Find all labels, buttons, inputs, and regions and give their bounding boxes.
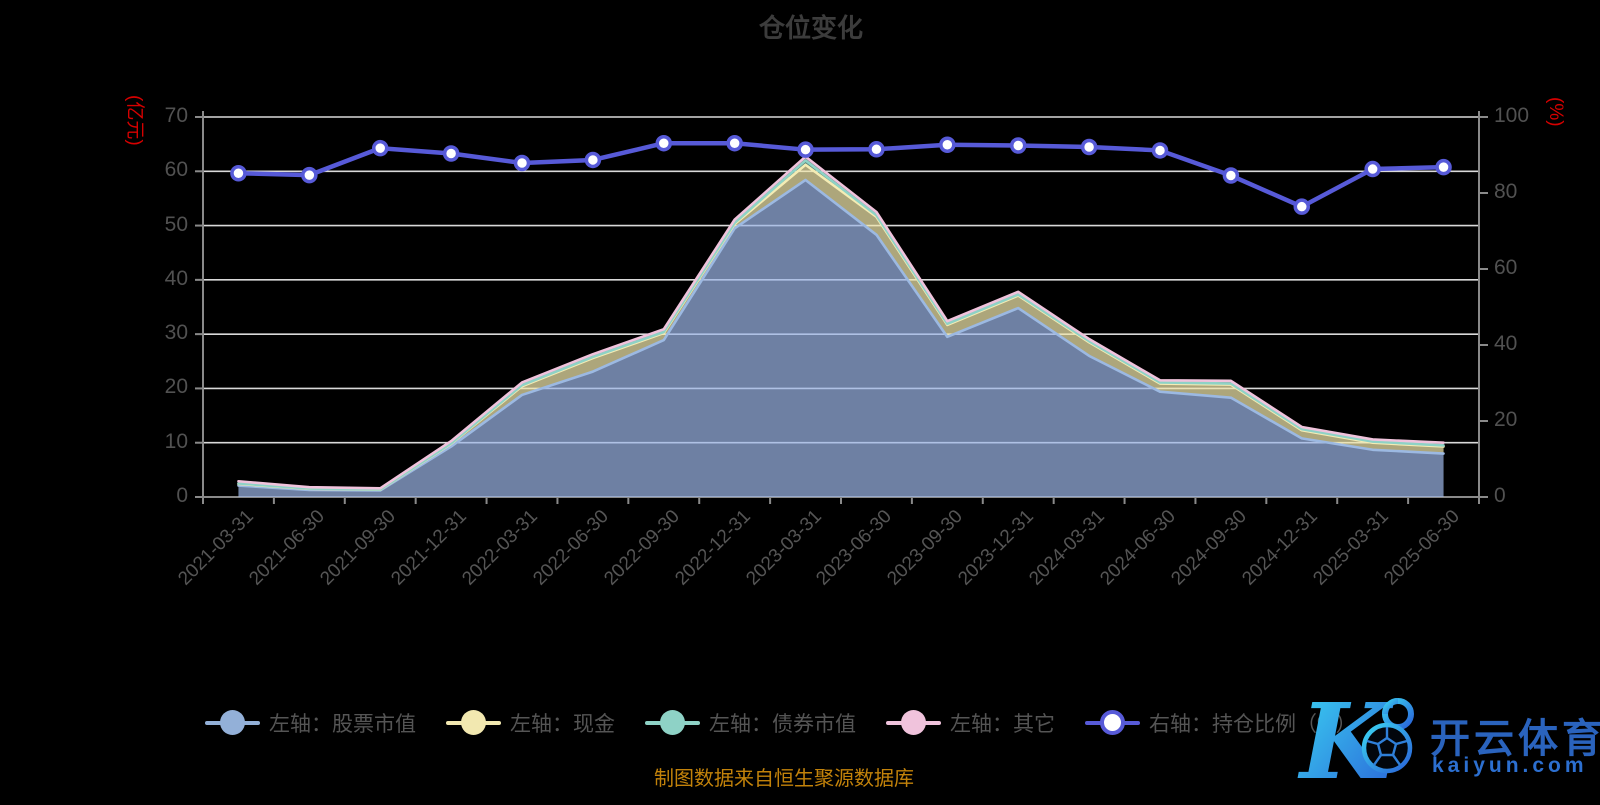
left-axis-tick: 10	[164, 429, 188, 453]
legend-marker-icon	[886, 710, 941, 736]
legend-item-4[interactable]: 左轴：其它	[886, 708, 1055, 738]
legend-label: 左轴：其它	[950, 713, 1055, 736]
right-axis-tick: 80	[1494, 180, 1518, 203]
left-axis-tick: 0	[176, 484, 188, 507]
legend-marker-icon	[1085, 710, 1140, 736]
right-axis-tick: 60	[1494, 256, 1518, 279]
legend-item-2[interactable]: 左轴：现金	[446, 708, 615, 738]
left-axis-tick: 50	[164, 212, 188, 236]
ratio-data-point	[939, 136, 956, 153]
legend-label: 右轴：持仓比例（%）	[1149, 713, 1357, 736]
kaiyun-logo-icon: K	[1297, 680, 1414, 803]
left-axis-tick: 60	[164, 158, 188, 182]
chart-title: 仓位变化	[758, 13, 864, 43]
ratio-data-point	[1435, 158, 1452, 176]
ratio-data-point	[301, 166, 318, 184]
right-axis-tick: 100	[1494, 104, 1530, 127]
ratio-data-point	[230, 164, 247, 182]
left-axis-tick: 20	[164, 375, 188, 399]
ratio-data-point	[513, 154, 531, 172]
ratio-data-point	[371, 139, 389, 157]
left-axis-tick: 40	[164, 266, 188, 290]
ratio-data-point	[1364, 160, 1381, 178]
ratio-data-point	[797, 141, 814, 158]
ratio-data-point	[1222, 167, 1240, 184]
ratio-data-point	[1009, 137, 1027, 154]
ratio-data-point	[726, 134, 743, 152]
legend: 左轴：股票市值 左轴：现金 左轴：债券市值 左轴：其它 右轴：持仓比例（%）	[205, 708, 1357, 738]
ratio-data-point	[655, 134, 673, 152]
plot-area	[195, 111, 1488, 504]
watermark-brand-text: 开云体育	[1430, 717, 1600, 761]
ratio-data-point	[442, 145, 460, 162]
legend-item-3[interactable]: 左轴：债券市值	[645, 708, 856, 738]
ratio-data-point	[868, 141, 885, 158]
watermark-domain-text: kaiyun.com	[1432, 754, 1588, 777]
legend-item-5[interactable]: 右轴：持仓比例（%）	[1085, 708, 1357, 738]
ratio-data-point	[1293, 198, 1311, 215]
legend-marker-icon	[205, 710, 260, 736]
right-axis-tick: 20	[1494, 408, 1518, 431]
data-source-note: 制图数据来自恒生聚源数据库	[654, 768, 914, 790]
watermark-kaiyun[interactable]: K 开云体育 kaiyun.com	[1288, 676, 1600, 803]
legend-item-1[interactable]: 左轴：股票市值	[205, 708, 416, 738]
ratio-data-point	[584, 151, 602, 169]
legend-marker-icon	[446, 710, 501, 736]
left-axis-tick: 30	[164, 321, 188, 345]
legend-marker-icon	[645, 710, 700, 736]
legend-label: 左轴：债券市值	[709, 713, 856, 736]
ratio-data-point	[1080, 138, 1098, 156]
ratio-data-point	[1151, 142, 1169, 159]
right-axis-tick: 40	[1494, 332, 1518, 355]
legend-label: 左轴：现金	[510, 713, 615, 736]
right-axis-tick: 0	[1494, 484, 1506, 507]
left-axis-tick: 70	[164, 104, 188, 127]
legend-label: 左轴：股票市值	[269, 713, 416, 736]
